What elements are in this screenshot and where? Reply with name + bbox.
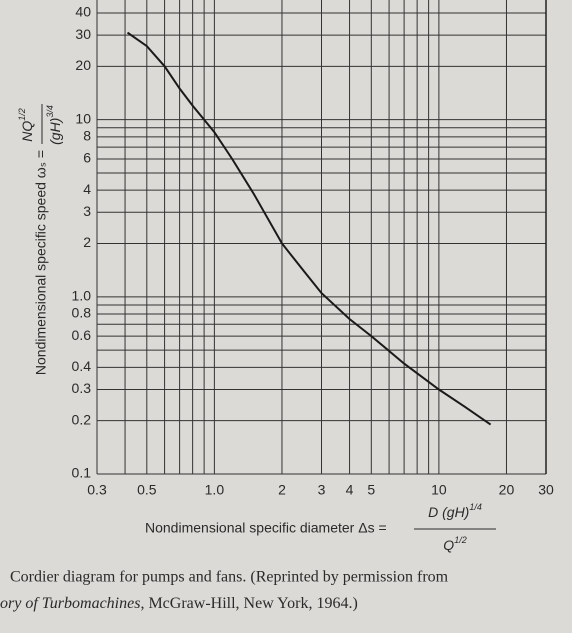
x-tick-label: 4 <box>346 482 354 498</box>
y-axis-label: Nondimensional specific speed ωₛ = NQ1/2… <box>17 104 63 375</box>
x-tick-label: 30 <box>538 482 554 498</box>
y-tick-label: 2 <box>83 234 91 250</box>
caption-line: Cordier diagram for pumps and fans. (Rep… <box>10 569 449 586</box>
y-tick-label: 1.0 <box>72 288 92 304</box>
x-tick-label: 3 <box>318 482 326 498</box>
y-tick-label: 40 <box>75 4 91 20</box>
y-tick-label: 0.1 <box>72 465 92 481</box>
x-tick-label: 5 <box>367 482 375 498</box>
curve <box>126 31 492 426</box>
y-tick-label: 0.8 <box>72 305 92 321</box>
y-tick-label: 10 <box>75 110 91 126</box>
y-label-text: Nondimensional specific speed ωₛ = <box>33 150 49 375</box>
y-tick-label: 0.2 <box>72 411 92 427</box>
y-tick-label: 0.3 <box>72 380 92 396</box>
x-tick-label: 0.3 <box>87 482 107 498</box>
y-tick-label: 0.6 <box>72 327 92 343</box>
y-tick-label: 0.4 <box>72 358 92 374</box>
y-tick-label: 8 <box>83 128 91 144</box>
x-label-numerator: D (gH)1/4 <box>428 502 482 519</box>
y-tick-label: 3 <box>83 203 91 219</box>
x-tick-label: 2 <box>278 482 286 498</box>
x-label-denominator: Q1/2 <box>443 535 466 552</box>
y-label-numerator: NQ1/2 <box>17 108 34 142</box>
y-tick-label: 30 <box>75 26 91 42</box>
y-tick-label: 20 <box>75 57 91 73</box>
y-tick-label: 6 <box>83 150 91 166</box>
y-label-denominator: (gH)3/4 <box>45 105 62 145</box>
x-tick-label: 0.5 <box>137 482 157 498</box>
x-tick-label: 1.0 <box>205 482 225 498</box>
x-tick-label: 20 <box>499 482 515 498</box>
caption-line: ory of Turbomachines, McGraw-Hill, New Y… <box>0 595 358 612</box>
y-tick-label: 4 <box>83 181 91 197</box>
x-tick-label: 10 <box>431 482 447 498</box>
x-axis-label: Nondimensional specific diameter Δs = <box>145 520 387 536</box>
